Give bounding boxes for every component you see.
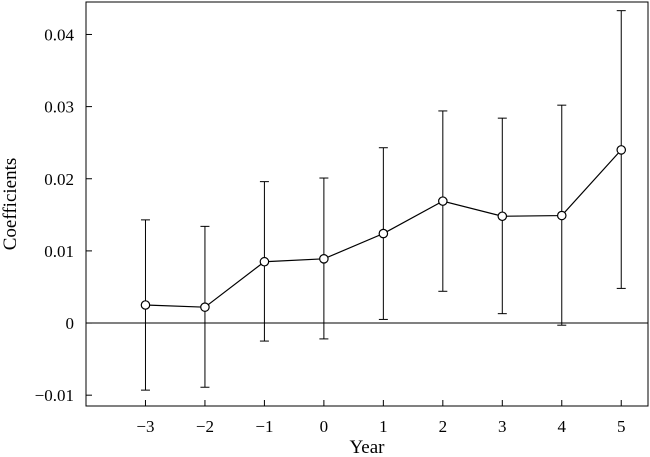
x-tick-label: 2 bbox=[439, 417, 448, 436]
x-axis-title: Year bbox=[349, 437, 385, 457]
data-point bbox=[378, 228, 389, 239]
data-point bbox=[556, 210, 567, 221]
y-tick-label: 0 bbox=[66, 314, 75, 333]
y-axis-title: Coefficients bbox=[0, 158, 21, 251]
x-tick-label: 0 bbox=[320, 417, 329, 436]
data-point bbox=[200, 302, 210, 312]
y-tick-label: 0.04 bbox=[44, 25, 74, 44]
data-point bbox=[319, 254, 329, 264]
data-point bbox=[438, 196, 448, 206]
x-tick-label: 1 bbox=[379, 417, 388, 436]
x-tick-label: −1 bbox=[255, 417, 273, 436]
y-tick-label: 0.03 bbox=[44, 98, 74, 117]
x-tick-label: 3 bbox=[498, 417, 507, 436]
x-tick-label: 5 bbox=[617, 417, 626, 436]
data-point bbox=[140, 300, 151, 310]
x-tick-label: −2 bbox=[196, 417, 214, 436]
y-tick-label: −0.01 bbox=[35, 386, 74, 405]
data-point bbox=[497, 211, 508, 222]
data-point bbox=[259, 256, 270, 267]
y-tick-label: 0.01 bbox=[44, 242, 74, 261]
x-tick-label: 4 bbox=[558, 417, 567, 436]
plot-frame bbox=[85, 1, 649, 407]
x-tick-label: −3 bbox=[136, 417, 154, 436]
y-tick-label: 0.02 bbox=[44, 170, 74, 189]
data-point bbox=[616, 145, 627, 155]
